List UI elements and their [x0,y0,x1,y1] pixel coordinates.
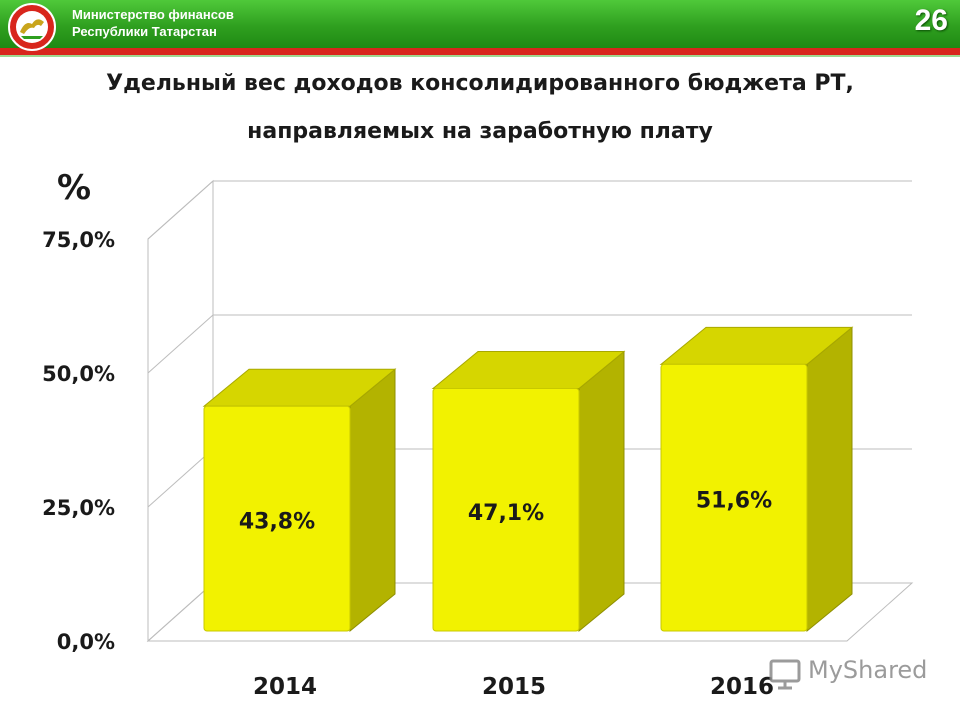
y-tick-label: 75,0% [42,228,115,252]
bar-value-label: 51,6% [696,489,772,514]
y-tick-label: 50,0% [42,362,115,386]
myshared-watermark [769,659,801,690]
header-light-stripe [0,55,960,57]
bar-side [578,350,625,633]
bar-side [349,368,396,633]
bar-2015: 47,1% [431,350,626,633]
bar-front [660,363,808,632]
gridline-diagonal [147,582,214,642]
y-tick-label: 25,0% [42,496,115,520]
bar-side [806,326,853,633]
slide-number: 26 [914,4,948,37]
bar-value-label: 43,8% [239,510,315,535]
gridline-diagonal [147,180,214,240]
gridline-diagonal [147,448,214,508]
gridline-diagonal [147,314,214,374]
x-tick-label: 2015 [482,674,546,700]
organization-name: Министерство финансов Республики Татарст… [72,6,234,40]
y-axis-label: % [57,168,91,208]
watermark-text: MyShared [808,656,928,684]
tatarstan-emblem-icon [8,3,56,51]
bar-2016: 51,6% [659,326,854,633]
header-bar [0,0,960,48]
org-line-1: Министерство финансов [72,7,234,22]
bar-value-label: 47,1% [468,501,544,526]
x-tick-label: 2014 [253,674,317,700]
header-red-stripe [0,48,960,55]
chart-title-line-1: Удельный вес доходов консолидированного … [106,71,854,96]
chart-title: Удельный вес доходов консолидированного … [0,60,960,156]
chart-title-line-2: направляемых на заработную плату [247,119,713,144]
chart-side-wall [147,179,214,643]
y-tick-label: 0,0% [57,630,115,654]
x-tick-label: 2016 [710,674,774,700]
bar-front [203,405,351,632]
presentation-icon [769,659,801,690]
bar-front [432,388,580,632]
org-line-2: Республики Татарстан [72,24,217,39]
bar-2014: 43,8% [202,368,397,633]
